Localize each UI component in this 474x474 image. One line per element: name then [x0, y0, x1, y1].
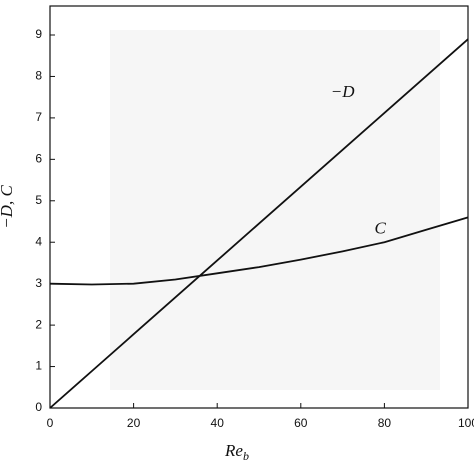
y-tick-label: 7 — [35, 110, 42, 124]
x-tick-label: 100 — [458, 416, 474, 430]
x-axis-label-sub: b — [243, 449, 249, 463]
plot-frame — [49, 5, 469, 409]
y-tick-label: 1 — [35, 359, 42, 373]
y-tick-label: 5 — [35, 193, 42, 207]
y-tick-label: 3 — [35, 276, 42, 290]
x-tick-label: 0 — [47, 416, 54, 430]
y-tick-label: 2 — [35, 317, 42, 331]
y-tick-label: 4 — [35, 234, 42, 248]
line-label: C — [375, 219, 387, 238]
y-axis-label: −D, C — [0, 185, 16, 229]
data-line — [49, 216, 469, 286]
y-tick-label: 6 — [35, 152, 42, 166]
x-axis-label-main: Re — [224, 441, 243, 460]
x-tick-label: 20 — [127, 416, 141, 430]
x-tick-label: 80 — [378, 416, 392, 430]
x-axis-label: Reb — [224, 441, 249, 463]
line-label: −D — [331, 82, 355, 101]
x-tick-label: 40 — [211, 416, 225, 430]
x-tick-label: 60 — [294, 416, 308, 430]
y-tick-label: 0 — [35, 400, 42, 414]
data-line — [49, 38, 469, 409]
y-tick-label: 8 — [35, 69, 42, 83]
y-tick-label: 9 — [35, 27, 42, 41]
